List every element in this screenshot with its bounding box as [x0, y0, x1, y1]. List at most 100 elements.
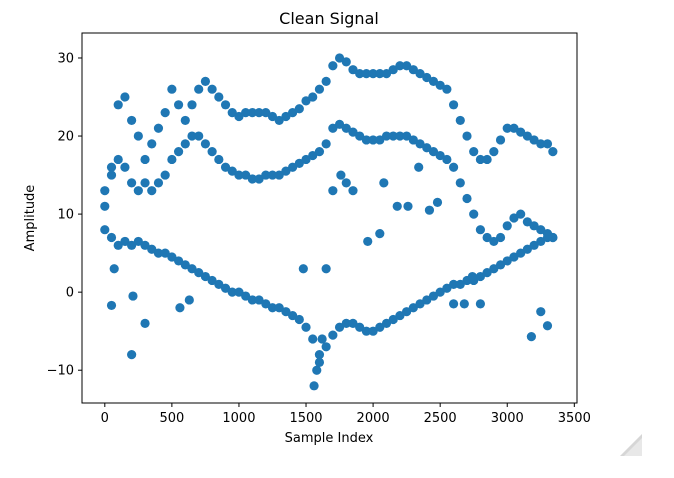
data-point: [341, 57, 351, 67]
data-point: [288, 162, 298, 172]
resize-grip-icon[interactable]: [620, 434, 642, 456]
data-point: [355, 322, 365, 332]
data-point: [475, 154, 486, 165]
data-point: [133, 131, 143, 141]
data-point: [106, 162, 117, 172]
data-point: [298, 264, 308, 274]
data-point: [214, 154, 224, 165]
data-point: [448, 279, 459, 289]
data-point: [495, 232, 506, 243]
data-point: [274, 115, 284, 126]
data-point: [495, 260, 506, 270]
plot-frame: [81, 32, 578, 404]
data-point: [363, 236, 373, 247]
data-point: [227, 108, 237, 118]
data-point: [341, 123, 351, 133]
data-point: [113, 240, 123, 250]
data-point: [127, 240, 137, 250]
data-point: [274, 170, 284, 180]
data-point: [234, 170, 244, 180]
data-point: [254, 174, 264, 184]
data-point: [147, 186, 157, 196]
data-point: [368, 135, 378, 145]
data-point: [128, 291, 138, 301]
data-point: [529, 135, 539, 145]
data-point: [261, 170, 271, 180]
data-point: [489, 147, 499, 157]
data-point: [267, 303, 278, 313]
data-point: [321, 342, 331, 352]
data-point: [502, 123, 512, 133]
x-tick-label: 3000: [491, 411, 524, 426]
data-point: [207, 84, 217, 94]
y-axis-label: Amplitude: [23, 185, 38, 252]
data-point: [328, 330, 338, 340]
data-point: [220, 162, 231, 172]
data-point: [381, 318, 392, 328]
data-point: [133, 186, 143, 196]
data-point: [200, 139, 211, 149]
chart-title: Clean Signal: [279, 9, 379, 28]
data-point: [379, 178, 389, 188]
data-point: [314, 350, 325, 360]
data-point: [475, 271, 486, 282]
data-point: [321, 139, 331, 149]
data-point: [355, 68, 365, 79]
data-point: [348, 127, 358, 137]
data-point: [536, 236, 546, 247]
data-point: [442, 154, 452, 165]
x-tick-label: 2500: [424, 411, 457, 426]
data-point: [127, 350, 137, 360]
data-point: [247, 108, 257, 118]
data-point: [241, 170, 251, 180]
data-point: [428, 147, 439, 157]
data-point: [153, 178, 164, 188]
y-tick-label: 20: [57, 130, 74, 145]
data-point: [187, 264, 197, 274]
data-point: [424, 205, 435, 215]
x-tick-label: 0: [101, 411, 109, 426]
data-point: [495, 135, 506, 145]
data-point: [536, 225, 546, 235]
data-point: [109, 264, 119, 274]
x-tick-label: 3500: [558, 411, 591, 426]
data-point: [475, 225, 486, 235]
data-point: [408, 65, 418, 75]
data-point: [395, 310, 405, 321]
data-point: [442, 283, 452, 293]
data-point: [482, 232, 492, 243]
data-point: [375, 135, 385, 145]
data-point: [106, 170, 117, 180]
data-point: [375, 68, 385, 79]
data-point: [348, 186, 358, 196]
x-axis-ticks: 0 500 1000 1500 2000 2500 3000 3500: [101, 403, 591, 426]
data-point: [160, 248, 170, 258]
data-point: [247, 174, 257, 184]
data-point: [281, 166, 291, 176]
y-tick-label: 0: [66, 286, 74, 301]
data-point: [455, 178, 465, 188]
data-point: [381, 131, 392, 141]
data-point: [334, 119, 345, 129]
data-point: [395, 131, 405, 141]
data-point: [167, 154, 177, 165]
data-point: [281, 307, 291, 317]
data-point: [408, 303, 418, 313]
data-point: [200, 76, 211, 86]
data-point: [536, 307, 546, 317]
data-point: [308, 334, 318, 344]
data-point: [207, 275, 217, 286]
data-point: [509, 213, 519, 223]
data-point: [147, 244, 157, 254]
data-point: [529, 221, 539, 231]
data-point: [328, 186, 338, 196]
data-point: [375, 322, 385, 332]
data-point: [509, 252, 519, 262]
data-point: [127, 115, 137, 126]
data-point: [308, 150, 318, 161]
data-point: [194, 131, 204, 141]
data-point: [321, 264, 331, 274]
data-point: [403, 201, 413, 211]
data-point: [153, 248, 164, 258]
data-point: [113, 154, 123, 165]
